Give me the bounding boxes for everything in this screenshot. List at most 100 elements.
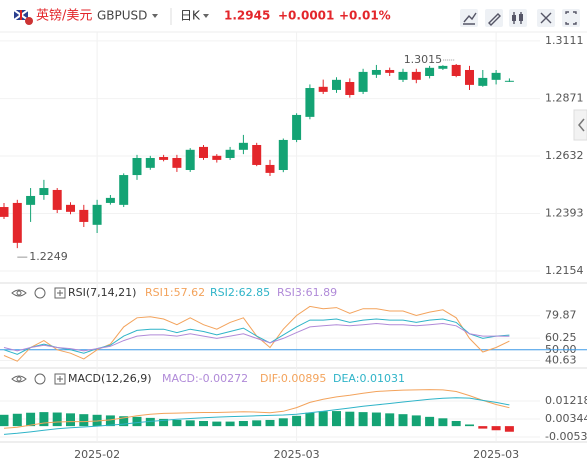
period[interactable]: 日K: [180, 9, 201, 23]
y-tick-label: 0.01218: [545, 394, 587, 407]
macd-bar: [491, 426, 501, 431]
series-line: [3, 322, 510, 352]
y-tick-label: 40.63: [545, 353, 577, 366]
series-line: [3, 318, 510, 355]
macd-bar: [345, 411, 355, 427]
candle-body: [345, 82, 355, 95]
macd-bar: [92, 414, 102, 427]
macd-bar: [119, 416, 129, 427]
macd-bar: [305, 412, 315, 427]
candle-body: [478, 77, 488, 86]
type-icon-body: [512, 15, 516, 21]
panel-title: MACD(12,26,9): [68, 372, 152, 385]
fullscreen-button[interactable]: [562, 9, 580, 27]
macd-bar: [465, 424, 474, 427]
y-tick-label: 79.87: [545, 309, 577, 322]
macd-bar: [105, 415, 115, 427]
candle-body: [12, 202, 22, 243]
y-tick-label: 0.00344: [545, 412, 587, 425]
draw-icon: [488, 13, 501, 26]
macd-bar: [425, 416, 435, 427]
indicator-button[interactable]: [460, 9, 478, 27]
candle-body: [119, 175, 129, 205]
y-tick-label: 1.2871: [545, 92, 584, 105]
macd-bar: [225, 421, 235, 427]
candle-body: [278, 139, 288, 171]
macd-bar: [385, 413, 395, 427]
macd-bar: [132, 416, 142, 427]
macd-bar: [252, 420, 262, 427]
gear-icon[interactable]: [34, 287, 46, 299]
collapse-tab[interactable]: [573, 109, 587, 141]
candle-body: [332, 79, 341, 90]
type-button[interactable]: [509, 9, 527, 27]
macd-bar: [504, 426, 514, 432]
eye-pupil: [16, 290, 22, 296]
candle-body: [371, 69, 381, 75]
candle-body: [52, 189, 62, 210]
eye-pupil: [16, 376, 22, 382]
instrument-name[interactable]: 英镑/美元: [36, 8, 92, 24]
legend-entry: DIF:0.00895: [260, 372, 326, 385]
candle-body: [238, 142, 248, 150]
y-tick-label: 1.3111: [545, 34, 584, 47]
macd-bar: [318, 411, 328, 427]
macd-bar: [451, 420, 461, 427]
expand-plus: [57, 290, 63, 296]
x-tick-label: 2025-03: [274, 448, 320, 461]
symbol-dropdown[interactable]: [152, 14, 158, 18]
expand-icon[interactable]: [54, 287, 66, 299]
candle-body: [172, 157, 182, 168]
candle-body: [411, 71, 421, 80]
fullscreen-icon: [565, 11, 577, 25]
eye-icon[interactable]: [11, 289, 27, 297]
candle-body: [252, 144, 262, 165]
price: 1.2945: [224, 9, 270, 23]
eye-icon[interactable]: [11, 375, 27, 383]
y-tick-label: 1.2393: [545, 207, 584, 220]
change-percent: +0.01%: [339, 9, 391, 23]
series-line: [3, 389, 510, 429]
macd-bar: [371, 412, 381, 427]
candle-body: [39, 188, 49, 196]
y-tick-label: 1.2154: [545, 264, 584, 277]
macd-bar: [172, 419, 182, 427]
candle-body: [398, 71, 408, 80]
macd-bar: [12, 413, 22, 427]
change: +0.0001: [278, 9, 334, 23]
symbol[interactable]: GBPUSD: [97, 9, 147, 23]
y-tick-label: 60.25: [545, 331, 577, 344]
macd-controls: [11, 373, 66, 385]
candle-body: [385, 69, 395, 73]
y-tick-label: 1.2632: [545, 149, 584, 162]
legend-entry: RSI1:57.62: [145, 286, 205, 299]
candle-body: [465, 69, 474, 85]
candle-body: [438, 65, 448, 69]
macd-bar: [26, 412, 36, 427]
candle-body: [225, 149, 235, 158]
macd-bar: [332, 411, 341, 427]
settings-icon: [540, 12, 552, 24]
gear-icon[interactable]: [34, 373, 46, 385]
macd-bar: [66, 413, 75, 427]
x-tick-label: 2025-03: [473, 448, 519, 461]
expand-icon[interactable]: [54, 373, 66, 385]
candle-body: [199, 146, 208, 158]
annotation: 1.2249: [29, 250, 68, 263]
macd-bar: [0, 414, 9, 427]
candle-body: [132, 157, 142, 176]
candle-body: [292, 114, 302, 140]
candle-body: [26, 195, 36, 205]
macd-bar: [39, 412, 49, 427]
candle-body: [0, 207, 9, 217]
macd-bar: [199, 420, 208, 427]
flag-icon: [13, 9, 33, 25]
candle-body: [159, 157, 169, 160]
period-dropdown[interactable]: [203, 14, 209, 18]
candle-body: [358, 71, 368, 92]
candle-body: [79, 209, 89, 222]
candle-body: [185, 149, 195, 171]
header: 英镑/美元 GBPUSD 日K 1.2945 +0.0001 +0.01%: [13, 8, 580, 27]
